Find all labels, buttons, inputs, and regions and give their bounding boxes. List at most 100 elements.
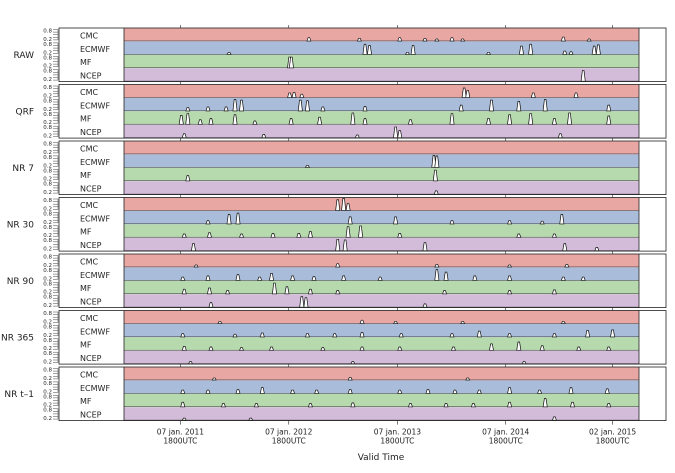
panel-frame: [58, 84, 667, 139]
x-tick-label: 1800UTC: [163, 437, 197, 446]
y-tick-label: 0.8: [43, 168, 52, 174]
band-ncep: [124, 124, 639, 139]
panel-nr-90: NR 90CMC0.80.2ECMWF0.80.2MF0.80.2NCEP0.8…: [7, 251, 667, 309]
band-cmc: [124, 28, 639, 42]
band-name: ECMWF: [80, 101, 110, 110]
panel-label: NR 90: [7, 277, 35, 287]
y-tick-label: 0.8: [43, 69, 52, 75]
band-ncep: [124, 68, 639, 82]
y-tick-label: 0.2: [43, 77, 52, 83]
y-tick-label: 0.8: [43, 394, 52, 400]
panel-label: RAW: [14, 51, 35, 61]
band-cmc: [124, 84, 639, 98]
band-name: ECMWF: [80, 158, 110, 167]
band-name: CMC: [80, 257, 98, 266]
band-name: CMC: [80, 144, 98, 153]
y-tick-label: 0.8: [43, 125, 52, 131]
y-tick-label: 0.2: [43, 134, 52, 140]
y-tick-label: 0.8: [43, 351, 52, 357]
panel-frame: [58, 27, 667, 82]
x-tick-label: 1800UTC: [380, 437, 414, 446]
y-tick-label: 0.2: [43, 263, 52, 269]
y-tick-label: 0.2: [43, 163, 52, 169]
panel-frame: [58, 140, 667, 195]
y-tick-label: 0.2: [43, 276, 52, 282]
y-tick-label: 0.2: [43, 107, 52, 113]
band-name: CMC: [80, 314, 98, 323]
y-tick-label: 0.2: [43, 233, 52, 239]
x-tick-label: 1800UTC: [272, 437, 306, 446]
band-mf: [124, 167, 639, 182]
y-tick-label: 0.2: [43, 333, 52, 339]
y-tick-label: 0.8: [43, 324, 52, 330]
band-name: NCEP: [80, 411, 102, 420]
x-tick-label: 07 jan. 2011: [157, 428, 204, 437]
y-tick-label: 0.8: [43, 98, 52, 104]
band-name: CMC: [80, 201, 98, 210]
band-mf: [124, 54, 639, 69]
band-name: NCEP: [80, 128, 102, 137]
band-name: MF: [80, 171, 92, 180]
x-tick-label: 07 jan. 2012: [265, 428, 312, 437]
band-cmc: [124, 141, 639, 155]
y-tick-label: 0.8: [43, 155, 52, 161]
band-name: MF: [80, 284, 92, 293]
y-tick-label: 0.2: [43, 206, 52, 212]
band-cmc: [124, 367, 639, 381]
y-tick-label: 0.2: [43, 346, 52, 352]
y-tick-label: 0.2: [43, 93, 52, 99]
y-tick-label: 0.8: [43, 85, 52, 91]
y-tick-label: 0.8: [43, 408, 52, 414]
y-tick-label: 0.2: [43, 190, 52, 196]
band-cmc: [124, 310, 639, 324]
band-mf: [124, 224, 639, 238]
panel-label: NR t–1: [4, 390, 34, 400]
x-tick-label: 07 jan. 2013: [374, 428, 421, 437]
y-tick-label: 0.2: [43, 120, 52, 126]
y-tick-label: 0.2: [43, 403, 52, 409]
panel-nr-t-1: NR t–1CMC0.80.2ECMWF0.80.2MF0.80.2NCEP0.…: [4, 364, 667, 422]
band-name: NCEP: [80, 354, 102, 363]
band-ncep: [124, 350, 639, 365]
y-tick-label: 0.2: [43, 376, 52, 382]
band-name: MF: [80, 58, 92, 67]
panel-frame: [58, 366, 667, 421]
band-cmc: [124, 254, 639, 268]
y-tick-label: 0.8: [43, 255, 52, 261]
panel-nr-365: NR 365CMC0.80.2ECMWF0.80.2MF0.80.2NCEP0.…: [1, 307, 667, 366]
band-name: ECMWF: [80, 214, 110, 223]
y-tick-label: 0.2: [43, 50, 52, 56]
panel-raw: RAWCMC0.80.2ECMWF0.80.2MF0.80.2NCEP0.80.…: [14, 25, 667, 83]
panel-label: NR 365: [1, 333, 34, 343]
y-tick-label: 0.2: [43, 220, 52, 226]
panel-nr-7: NR 7CMC0.80.2ECMWF0.80.2MF0.80.2NCEP0.80…: [12, 138, 667, 196]
panel-label: NR 7: [12, 164, 34, 174]
band-name: MF: [80, 228, 92, 237]
y-tick-label: 0.8: [43, 368, 52, 374]
band-ecmwf: [124, 380, 639, 394]
y-tick-label: 0.2: [43, 177, 52, 183]
y-tick-label: 0.2: [43, 416, 52, 422]
band-mf: [124, 280, 639, 295]
y-tick-label: 0.8: [43, 238, 52, 244]
y-tick-label: 0.2: [43, 319, 52, 325]
band-name: NCEP: [80, 241, 102, 250]
y-tick-label: 0.8: [43, 55, 52, 61]
band-cmc: [124, 197, 639, 211]
band-ncep: [124, 237, 639, 252]
band-name: MF: [80, 115, 92, 124]
y-tick-label: 0.8: [43, 225, 52, 231]
y-tick-label: 0.2: [43, 290, 52, 296]
band-name: CMC: [80, 31, 98, 40]
panel-nr-30: NR 30CMC0.80.2ECMWF0.80.2MF0.80.2NCEP0.8…: [7, 194, 667, 253]
panel-frame: [58, 310, 667, 365]
y-tick-label: 0.8: [43, 42, 52, 48]
band-name: CMC: [80, 370, 98, 379]
panel-frame: [58, 253, 667, 308]
band-name: ECMWF: [80, 384, 110, 393]
x-tick-label: 02 jan. 2015: [589, 428, 636, 437]
y-tick-label: 0.8: [43, 142, 52, 148]
y-tick-label: 0.8: [43, 338, 52, 344]
